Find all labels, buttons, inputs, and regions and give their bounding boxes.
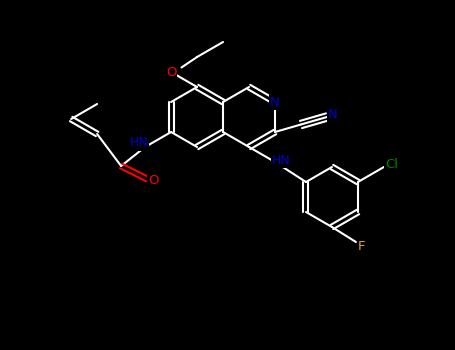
- Text: HN: HN: [130, 136, 148, 149]
- Text: HN: HN: [272, 154, 290, 167]
- Text: O: O: [166, 65, 177, 78]
- Text: Cl: Cl: [385, 159, 399, 172]
- Text: F: F: [358, 239, 366, 252]
- Text: O: O: [148, 175, 158, 188]
- Text: N: N: [270, 96, 280, 108]
- Text: N: N: [328, 108, 338, 121]
